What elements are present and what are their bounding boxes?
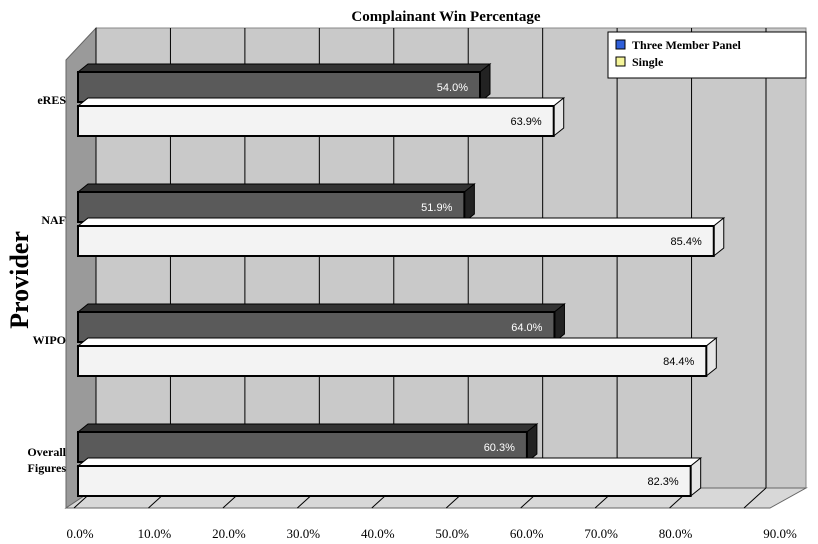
- bars: [76, 62, 726, 498]
- axes: 0.0% 10.0% 20.0% 30.0% 40.0% 50.0% 60.0% 70.0% 8…: [66, 526, 797, 541]
- data-labels: 54.0% 63.9% eRES 51.9% 85.4% NAF 64.0% 84.4% WIP…: [27, 82, 702, 488]
- x-tick-label: 20.0%: [212, 526, 246, 541]
- bar-three-member-2-value: 64.0%: [511, 322, 542, 334]
- bar-single-3-top: [76, 457, 703, 467]
- category-label: eRES: [37, 93, 66, 107]
- x-tick-label: 50.0%: [435, 526, 469, 541]
- x-tick-label: 30.0%: [287, 526, 321, 541]
- bar-single-1: [77, 225, 715, 257]
- x-tick-label: 80.0%: [659, 526, 693, 541]
- bar-three-member-0-top: [76, 63, 492, 73]
- y-axis-label: Provider: [5, 231, 34, 329]
- bar-single-0-value: 63.9%: [510, 116, 541, 128]
- legend-swatch: [615, 56, 626, 67]
- x-tick-label: 90.0%: [763, 526, 797, 541]
- x-tick-label: 10.0%: [138, 526, 172, 541]
- bar-three-member-3-value: 60.3%: [484, 442, 515, 454]
- bar-single-2-top: [76, 337, 718, 347]
- bar-three-member-1: [77, 191, 466, 223]
- bar-three-member-3-top: [76, 423, 539, 433]
- bar-three-member-0-value: 54.0%: [437, 82, 468, 94]
- category-label: NAF: [41, 213, 66, 227]
- bar-three-member-1-top: [76, 183, 476, 193]
- bar-single-1-top: [76, 217, 726, 227]
- x-tick-label: 60.0%: [510, 526, 544, 541]
- bar-three-member-2-top: [76, 303, 566, 313]
- bar-single-2-value: 84.4%: [663, 356, 694, 368]
- chart-title: Complainant Win Percentage: [351, 9, 541, 25]
- bar-three-member-1-value: 51.9%: [421, 202, 452, 214]
- bar-single-0: [77, 105, 555, 137]
- legend: Three Member Panel Single: [607, 31, 807, 79]
- legend-box: [607, 31, 807, 79]
- bar-three-member-0: [77, 71, 481, 103]
- bar-single-3-value: 82.3%: [647, 476, 678, 488]
- legend-label: Single: [632, 55, 664, 69]
- x-tick-label: 40.0%: [361, 526, 395, 541]
- bar-three-member-2: [77, 311, 556, 343]
- legend-swatch: [615, 39, 626, 50]
- bar-single-0-top: [76, 97, 566, 107]
- category-label: Overall Figures: [27, 445, 66, 475]
- category-label: WIPO: [33, 333, 66, 347]
- bar-single-1-value: 85.4%: [671, 236, 702, 248]
- floor-gridline: [743, 487, 767, 509]
- x-tick-label: 70.0%: [584, 526, 618, 541]
- bar-single-3: [77, 465, 692, 497]
- bar-single-2: [77, 345, 708, 377]
- legend-label: Three Member Panel: [632, 38, 742, 52]
- x-tick-label: 0.0%: [66, 526, 93, 541]
